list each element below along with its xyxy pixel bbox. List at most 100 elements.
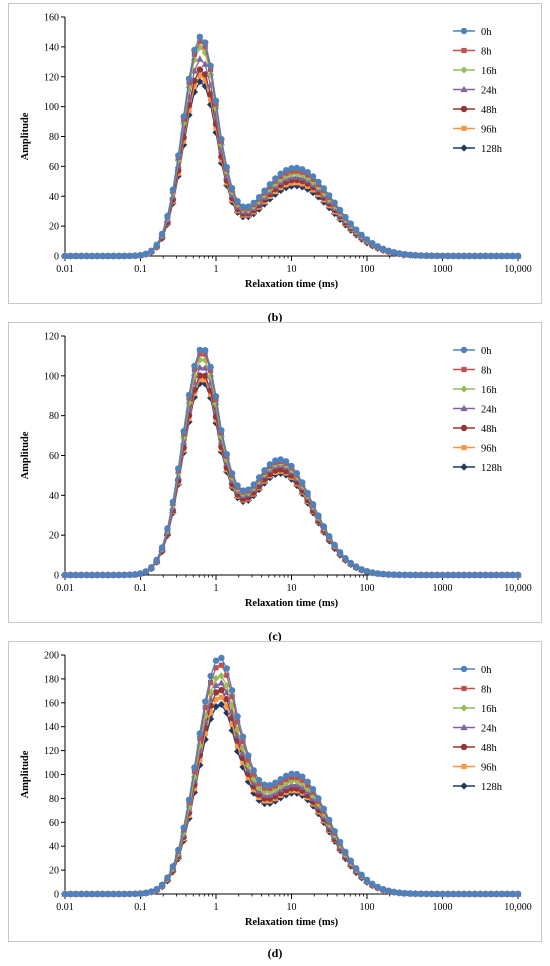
series-point-96h: [208, 96, 214, 103]
series-point-0h: [115, 571, 123, 579]
series-point-0h: [482, 252, 489, 260]
series-8h: [62, 38, 521, 259]
series-point-0h: [175, 152, 182, 159]
series-point-8h: [218, 662, 224, 668]
legend-marker: [461, 444, 467, 451]
series-point-0h: [433, 890, 441, 898]
series-line-8h: [65, 40, 518, 257]
series-point-96h: [218, 694, 224, 700]
series-point-0h: [466, 571, 473, 579]
y-tick-label: 0: [54, 890, 59, 901]
series-point-8h: [202, 704, 208, 710]
series-point-24h: [201, 60, 209, 67]
series-point-0h: [110, 890, 117, 898]
series-point-0h: [99, 571, 106, 579]
series-point-0h: [148, 564, 155, 571]
series-point-0h: [261, 187, 268, 194]
legend-label: 8h: [481, 47, 492, 58]
series-point-0h: [315, 178, 322, 186]
series-point-96h: [191, 83, 198, 90]
series-point-0h: [196, 730, 204, 737]
series-point-0h: [347, 220, 355, 227]
series-point-0h: [191, 362, 198, 370]
y-tick-label: 100: [44, 371, 59, 382]
legend-item-8h: 8h: [453, 47, 492, 58]
series-point-0h: [142, 889, 150, 897]
series-point-0h: [504, 571, 511, 579]
series-point-0h: [223, 163, 230, 171]
series-point-0h: [158, 544, 166, 551]
series-point-0h: [493, 571, 500, 579]
series-point-0h: [482, 571, 489, 579]
series-point-0h: [277, 456, 284, 463]
series-point-8h: [256, 780, 262, 787]
legend-label: 16h: [481, 66, 498, 77]
x-axis-title: Relaxation time (ms): [245, 598, 339, 609]
legend-label: 128h: [481, 144, 503, 155]
series-point-0h: [487, 890, 495, 898]
series-point-0h: [239, 203, 247, 210]
series-point-0h: [77, 571, 85, 579]
series-point-0h: [433, 252, 441, 260]
series-point-0h: [304, 168, 311, 176]
series-point-0h: [406, 890, 414, 897]
series-point-16h: [212, 400, 220, 408]
series-point-0h: [320, 523, 328, 530]
series-point-0h: [504, 252, 511, 260]
series-point-0h: [315, 795, 322, 802]
series-point-0h: [223, 665, 230, 672]
y-tick-label: 20: [49, 531, 59, 542]
series-point-0h: [121, 252, 128, 260]
legend-item-48h: 48h: [453, 105, 498, 116]
series-point-0h: [509, 571, 516, 579]
series-point-0h: [309, 173, 317, 180]
series-point-0h: [336, 838, 344, 846]
y-tick-label: 60: [49, 451, 59, 462]
series-point-0h: [326, 192, 333, 199]
series-point-0h: [175, 465, 182, 472]
series-point-0h: [110, 571, 117, 579]
x-tick-label: 10: [287, 583, 297, 594]
series-point-0h: [72, 571, 79, 579]
series-point-0h: [158, 230, 166, 238]
series-point-0h: [304, 489, 311, 497]
series-point-0h: [342, 555, 349, 562]
series-point-0h: [250, 481, 257, 488]
series-point-8h: [191, 768, 198, 774]
series-point-0h: [293, 164, 301, 172]
series-point-0h: [450, 571, 457, 579]
legend-item-16h: 16h: [453, 66, 498, 77]
series-0h: [61, 346, 522, 579]
series-point-0h: [88, 890, 96, 898]
x-tick-label: 1000: [433, 264, 453, 275]
y-tick-label: 80: [49, 794, 59, 805]
series-point-0h: [466, 252, 473, 260]
series-point-0h: [223, 451, 230, 458]
series-point-0h: [444, 252, 452, 260]
series-point-0h: [390, 888, 398, 896]
legend-item-96h: 96h: [453, 763, 498, 774]
series-point-96h: [251, 787, 257, 793]
series-point-96h: [191, 390, 198, 397]
series-point-0h: [455, 890, 462, 898]
series-point-0h: [471, 890, 479, 898]
series-point-0h: [487, 252, 495, 260]
series-point-0h: [396, 889, 403, 896]
series-point-0h: [250, 767, 257, 774]
series-point-0h: [390, 571, 398, 578]
legend-item-128h: 128h: [453, 463, 503, 474]
series-point-0h: [487, 571, 495, 579]
series-point-0h: [493, 252, 500, 260]
series-point-24h: [196, 363, 204, 371]
y-tick-label: 20: [49, 222, 59, 233]
series-point-16h: [244, 761, 252, 770]
series-point-0h: [110, 252, 117, 260]
series-point-0h: [67, 571, 74, 579]
y-tick-label: 40: [49, 491, 59, 502]
series-point-8h: [267, 785, 273, 792]
series-point-0h: [299, 479, 306, 486]
legend-label: 16h: [481, 704, 498, 715]
x-tick-label: 100: [360, 264, 375, 275]
series-point-8h: [245, 757, 251, 763]
series-point-0h: [282, 167, 290, 174]
